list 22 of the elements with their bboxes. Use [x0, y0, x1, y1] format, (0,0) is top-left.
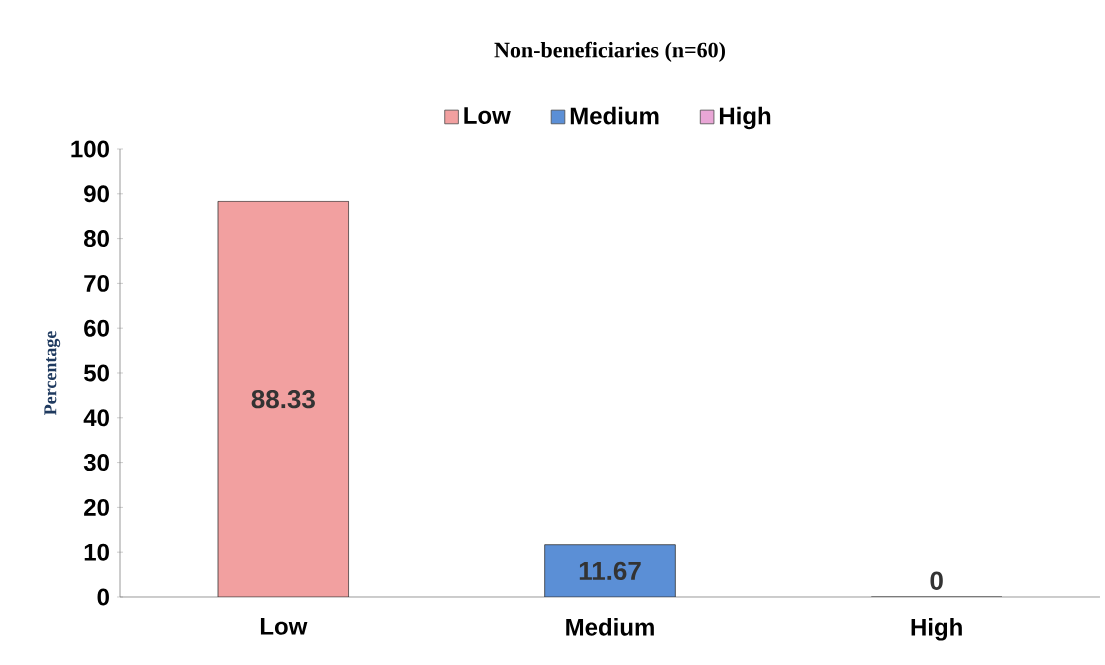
- legend-label: Low: [464, 107, 511, 124]
- y-tick-label: 60: [84, 319, 109, 337]
- y-axis-title: Percentage: [44, 331, 61, 415]
- data-label: 0: [930, 571, 943, 590]
- y-tick-label: 50: [84, 364, 109, 382]
- y-tick-label: 20: [84, 498, 109, 516]
- y-tick-label: 70: [84, 274, 109, 292]
- y-tick-label: 90: [84, 185, 109, 203]
- data-label: 11.67: [579, 561, 641, 581]
- y-tick-label: 0: [97, 588, 109, 606]
- legend-label: High: [719, 106, 771, 130]
- y-tick-label: 80: [84, 230, 109, 248]
- x-tick-label: High: [911, 618, 962, 641]
- x-tick-label: Medium: [566, 618, 654, 636]
- chart-title: Non-beneficiaries (n=60): [494, 41, 725, 62]
- y-tick-label: 30: [83, 454, 109, 472]
- x-tick-label: Low: [260, 618, 308, 635]
- legend-label: Medium: [570, 106, 659, 125]
- y-tick-label: 100: [71, 140, 109, 158]
- data-label: 88.33: [251, 389, 315, 409]
- y-tick-label: 10: [84, 543, 109, 561]
- y-tick-label: 40: [83, 409, 109, 427]
